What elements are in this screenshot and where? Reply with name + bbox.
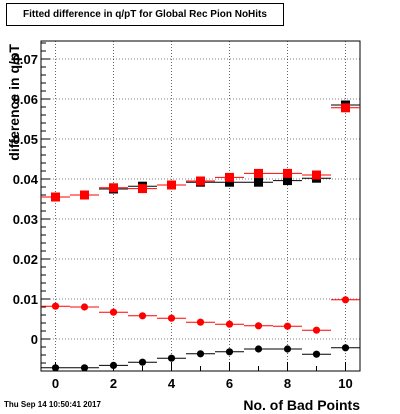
y-axis-title: difference in q/pT (6, 44, 22, 161)
data-point-circle (138, 312, 147, 320)
y-tick-label: 0.06 (13, 92, 38, 107)
data-point-circle (254, 345, 263, 353)
data-point-square (225, 177, 234, 187)
y-tick-label: 0.05 (13, 132, 38, 147)
data-point-square (254, 168, 263, 178)
data-point-circle (109, 308, 118, 316)
x-tick-label: 0 (52, 376, 59, 391)
data-point-square (167, 180, 176, 190)
data-point-circle (51, 364, 60, 372)
data-point-circle (283, 345, 292, 353)
data-point-circle (225, 320, 234, 328)
data-point-circle (225, 348, 234, 356)
series-circle-000000 (41, 344, 360, 372)
series-square-ff0000 (41, 103, 360, 202)
y-tick-label: 0.01 (13, 292, 38, 307)
data-point-square (225, 172, 234, 182)
data-point-square (341, 103, 350, 113)
data-point-circle (312, 350, 321, 358)
y-tick-label: 0.07 (13, 52, 38, 67)
data-point-circle (109, 361, 118, 369)
y-tick-label: 0.04 (13, 172, 39, 187)
y-tick-label: 0 (31, 332, 38, 347)
x-axis-title: No. of Bad Points (243, 397, 360, 413)
series-square-000000 (41, 100, 360, 202)
data-point-circle (254, 322, 263, 330)
x-tick-label: 10 (338, 376, 352, 391)
data-point-square (138, 184, 147, 194)
data-point-square (283, 176, 292, 186)
data-point-square (51, 192, 60, 202)
data-point-circle (51, 302, 60, 310)
data-point-circle (167, 314, 176, 322)
chart-title: Fitted difference in q/pT for Global Rec… (6, 3, 284, 26)
data-point-circle (138, 358, 147, 366)
data-point-circle (196, 318, 205, 326)
data-point-circle (283, 322, 292, 330)
data-point-square (254, 177, 263, 187)
x-tick-label: 4 (168, 376, 176, 391)
data-point-square (196, 176, 205, 186)
data-point-square (109, 183, 118, 193)
data-point-square (312, 170, 321, 180)
series-circle-ff0000 (41, 296, 360, 334)
data-point-circle (341, 296, 350, 304)
data-point-square (80, 190, 89, 200)
data-point-circle (80, 303, 89, 311)
grid-lines (41, 41, 360, 371)
data-point-circle (312, 326, 321, 334)
data-point-circle (167, 354, 176, 362)
y-tick-label: 0.02 (13, 252, 38, 267)
x-tick-label: 8 (284, 376, 291, 391)
data-point-square (283, 168, 292, 178)
x-tick-label: 6 (226, 376, 233, 391)
y-tick-label: 0.03 (13, 212, 38, 227)
data-point-circle (341, 344, 350, 352)
timestamp-label: Thu Sep 14 10:50:41 2017 (4, 400, 101, 409)
data-point-circle (80, 364, 89, 372)
data-point-circle (196, 350, 205, 358)
tick-labels: 0 0.01 0.02 0.03 0.04 0.05 0.06 0.07 0 2 4 6 8 10 (13, 52, 353, 391)
x-tick-label: 2 (110, 376, 117, 391)
data-series (41, 100, 360, 372)
